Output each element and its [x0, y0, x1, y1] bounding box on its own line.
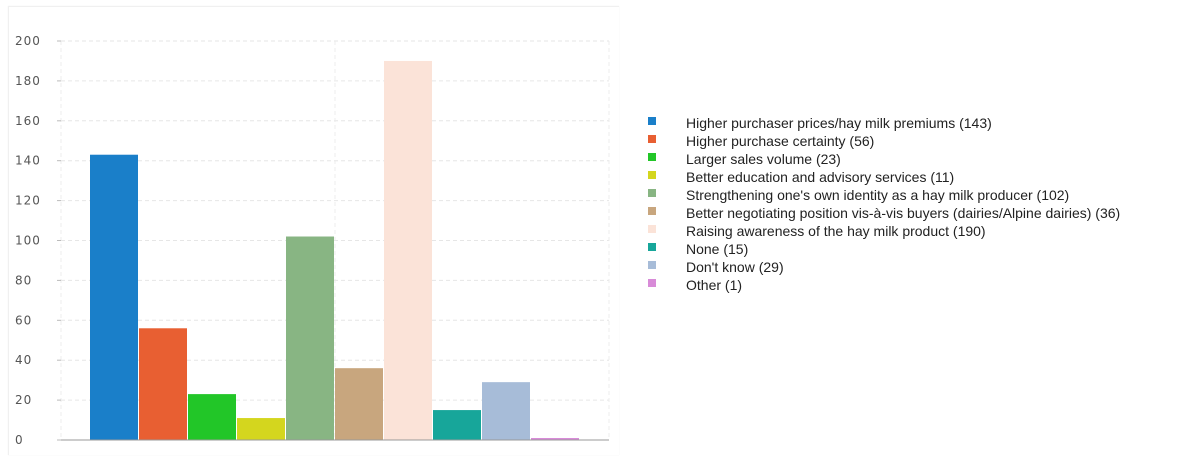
- legend-label: Higher purchase certainty (56): [686, 133, 875, 149]
- legend-swatch: [648, 225, 656, 233]
- y-tick-label: 80: [15, 273, 32, 287]
- legend-item: Better negotiating position vis-à-vis bu…: [648, 204, 1188, 222]
- legend-item: Other (1): [648, 276, 1188, 294]
- legend-label: Better education and advisory services (…: [686, 169, 955, 185]
- bar: [433, 410, 481, 440]
- bar: [384, 60, 432, 440]
- legend-swatch: [648, 207, 656, 215]
- y-tick-label: 0: [15, 433, 24, 447]
- legend-item: Don't know (29): [648, 258, 1188, 276]
- y-axis-ticks: 0 20 40 60 80 100 120 140 160 180 200: [15, 34, 61, 447]
- bar: [335, 368, 383, 440]
- legend-swatch: [648, 171, 656, 179]
- legend-swatch: [648, 261, 656, 269]
- legend-label: Larger sales volume (23): [686, 151, 841, 167]
- legend-swatch: [648, 135, 656, 143]
- y-tick-label: 200: [15, 34, 41, 48]
- y-tick-label: 120: [15, 194, 41, 208]
- legend: Higher purchaser prices/hay milk premium…: [648, 114, 1188, 294]
- y-tick-label: 160: [15, 114, 41, 128]
- bars: [90, 60, 579, 440]
- legend-item: Higher purchase certainty (56): [648, 132, 1188, 150]
- legend-item: Larger sales volume (23): [648, 150, 1188, 168]
- bar-chart: 0 20 40 60 80 100 120 140 160 180 200: [15, 34, 610, 447]
- y-tick-label: 60: [15, 313, 32, 327]
- y-tick-label: 40: [15, 353, 32, 367]
- legend-label: Higher purchaser prices/hay milk premium…: [686, 115, 992, 131]
- bar: [188, 394, 236, 440]
- legend-swatch: [648, 243, 656, 251]
- bar: [531, 438, 579, 440]
- legend-item: Raising awareness of the hay milk produc…: [648, 222, 1188, 240]
- legend-item: Higher purchaser prices/hay milk premium…: [648, 114, 1188, 132]
- y-tick-label: 180: [15, 74, 41, 88]
- chart-panel: 0 20 40 60 80 100 120 140 160 180 200: [8, 6, 619, 455]
- legend-label: Strengthening one's own identity as a ha…: [686, 187, 1070, 203]
- legend-swatch: [648, 117, 656, 125]
- y-tick-label: 20: [15, 393, 32, 407]
- legend-label: Raising awareness of the hay milk produc…: [686, 223, 986, 239]
- legend-swatch: [648, 279, 656, 287]
- bar: [139, 328, 187, 440]
- legend-label: Other (1): [686, 277, 743, 293]
- bar: [237, 418, 285, 440]
- bar: [90, 154, 138, 440]
- legend-swatch: [648, 189, 656, 197]
- legend-label: None (15): [686, 241, 749, 257]
- legend-item: None (15): [648, 240, 1188, 258]
- bar: [286, 236, 334, 440]
- legend-item: Strengthening one's own identity as a ha…: [648, 186, 1188, 204]
- bar: [482, 382, 530, 440]
- legend-item: Better education and advisory services (…: [648, 168, 1188, 186]
- y-tick-label: 100: [15, 234, 41, 248]
- legend-swatch: [648, 153, 656, 161]
- legend-label: Better negotiating position vis-à-vis bu…: [686, 205, 1121, 221]
- legend-label: Don't know (29): [686, 259, 784, 275]
- y-tick-label: 140: [15, 154, 41, 168]
